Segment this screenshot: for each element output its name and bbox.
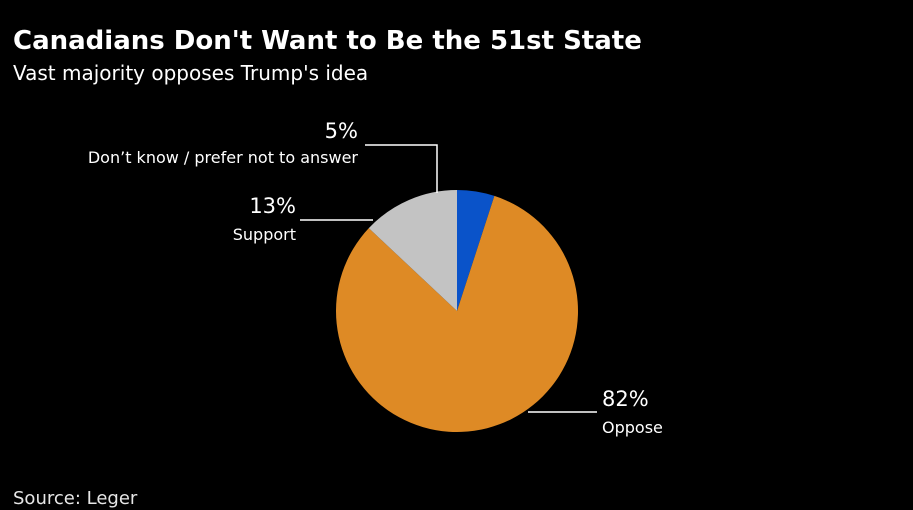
slice-label-support: Support [233,225,296,244]
pct-label-dont-know: 5% [325,119,358,143]
pct-label-support: 13% [249,194,296,218]
leader-line-dont-know [365,144,438,193]
slice-support [368,190,457,311]
slice-dont-know [457,190,495,311]
slice-label-oppose: Oppose [602,418,663,437]
pct-label-oppose: 82% [602,387,649,411]
chart-source: Source: Leger [13,488,138,509]
chart-title: Canadians Don't Want to Be the 51st Stat… [13,26,642,56]
slice-label-dont-know: Don’t know / prefer not to answer [88,148,359,167]
slice-oppose [335,195,578,432]
chart-subtitle: Vast majority opposes Trump's idea [13,61,369,85]
